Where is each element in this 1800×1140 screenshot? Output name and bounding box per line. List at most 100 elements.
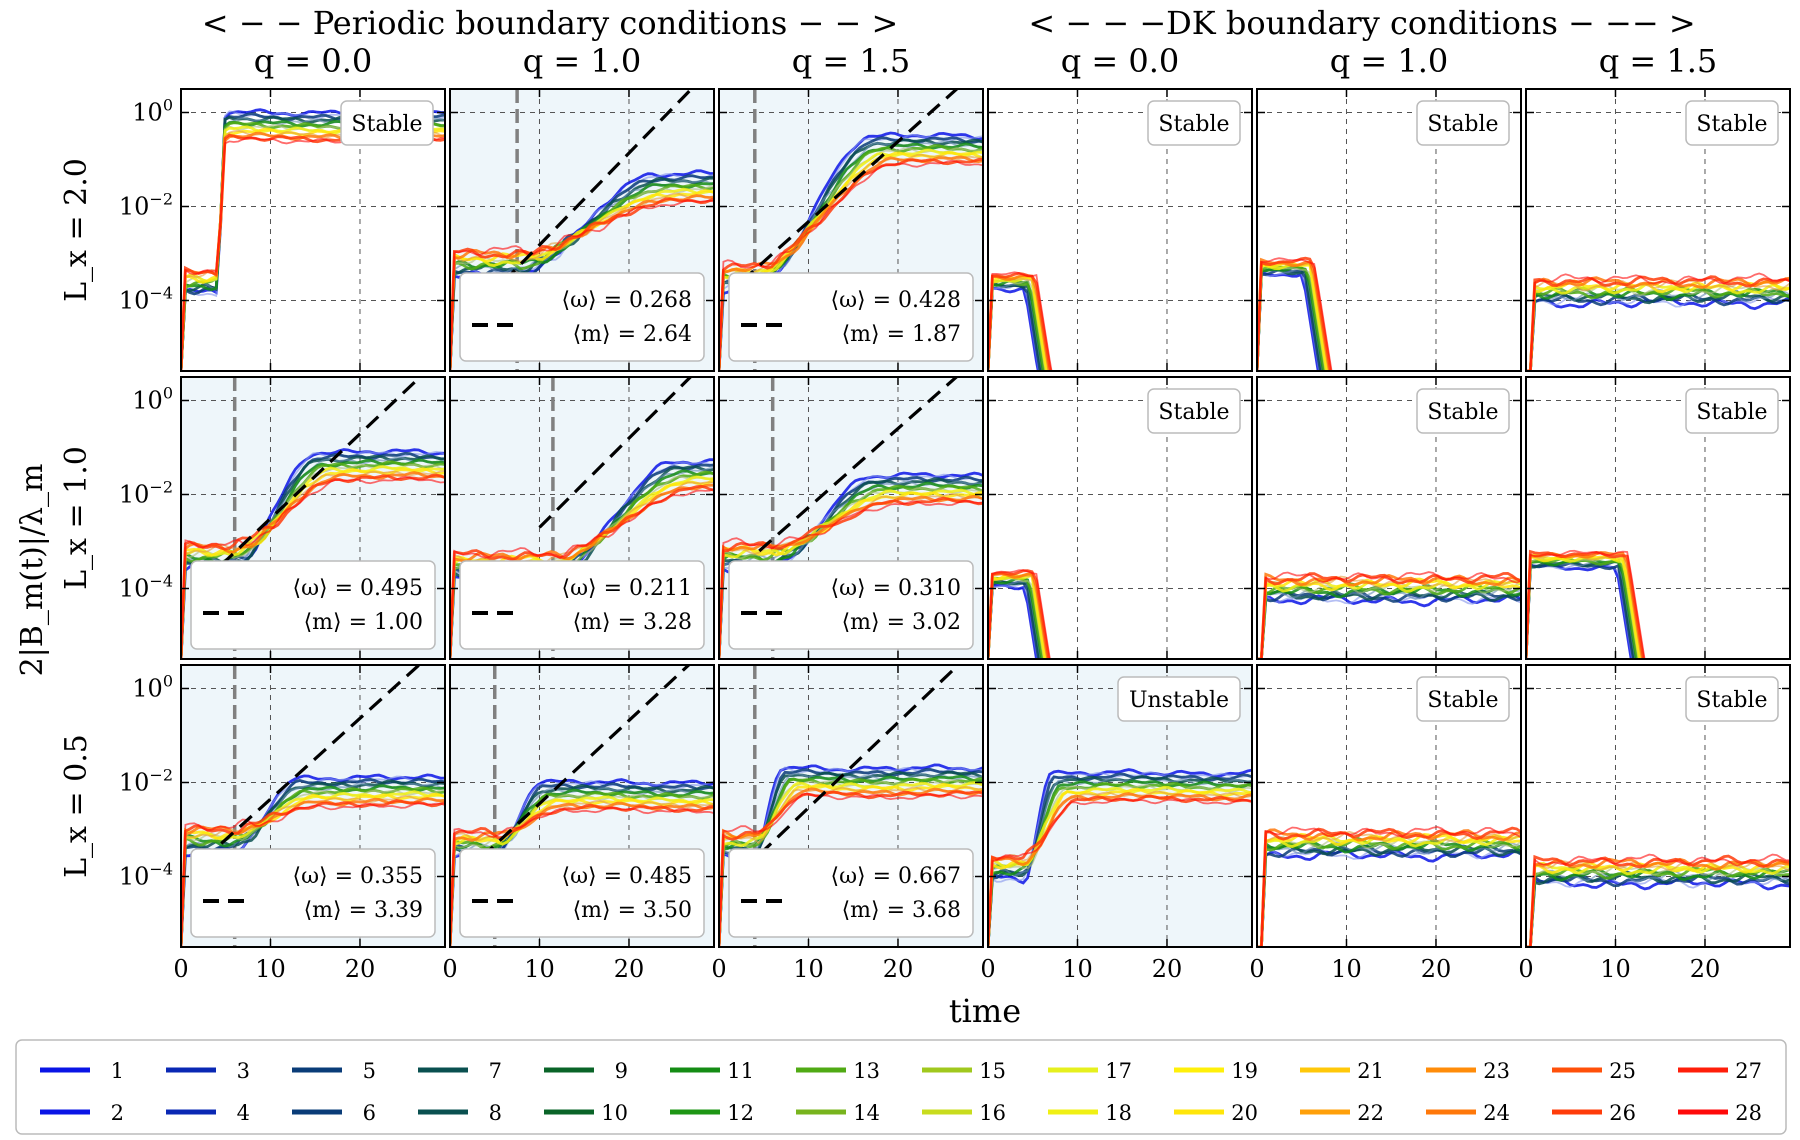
series-line <box>181 799 445 947</box>
status-box <box>1147 388 1241 434</box>
y-tick-label: 10−2 <box>119 190 173 221</box>
legend-entry: 11 <box>727 1059 754 1083</box>
legend-entry: 15 <box>979 1059 1006 1083</box>
panel-frame <box>1525 88 1791 372</box>
panel-frame <box>449 88 715 372</box>
panel: 0 10 20 Stable <box>1518 664 1791 983</box>
legend-entry: 19 <box>1231 1059 1258 1083</box>
y-tick-label: 10−2 <box>119 766 173 797</box>
series-line <box>1526 859 1790 947</box>
x-tick-label: 10 <box>793 955 824 983</box>
status-label: Stable <box>1696 688 1767 713</box>
panel: Stable <box>1525 376 1791 660</box>
row-label: L_x = 0.5 <box>59 734 94 878</box>
panel-frame <box>987 376 1253 660</box>
panel: ⟨ω⟩ = 0.428 ⟨m⟩ = 1.87 <box>718 88 984 372</box>
x-tick-label: 0 <box>1249 955 1264 983</box>
panel: 100 10−2 10−4 ⟨ω⟩ = 0.495 ⟨m⟩ = 1.00 <box>119 376 446 660</box>
status-label: Stable <box>1696 400 1767 425</box>
series-line <box>1526 272 1790 371</box>
panel-frame <box>1256 376 1522 660</box>
series-line <box>988 273 1050 371</box>
omega-value: ⟨ω⟩ = 0.428 <box>830 288 961 313</box>
series-line <box>450 806 714 947</box>
status-box <box>1416 676 1510 722</box>
panel: ⟨ω⟩ = 0.211 ⟨m⟩ = 3.28 <box>449 376 715 660</box>
omega-value: ⟨ω⟩ = 0.667 <box>830 864 961 889</box>
series-line <box>1257 571 1521 659</box>
series-line <box>1257 825 1521 947</box>
panel: 0 10 20 Unstable <box>980 664 1253 983</box>
series-line <box>1257 268 1322 371</box>
omega-value: ⟨ω⟩ = 0.268 <box>561 288 692 313</box>
status-box <box>1685 100 1779 146</box>
series-line <box>719 792 983 947</box>
legend-entry: 9 <box>615 1059 628 1083</box>
status-label: Stable <box>1158 400 1229 425</box>
series-line <box>1257 261 1329 371</box>
column-label: q = 1.0 <box>1330 42 1449 80</box>
panel: Stable <box>987 376 1253 660</box>
x-tick-label: 10 <box>524 955 555 983</box>
series-line <box>1526 553 1641 659</box>
series-line <box>181 123 445 371</box>
fit-legend-box <box>728 272 974 362</box>
series-line <box>450 488 714 659</box>
x-tick-label: 0 <box>173 955 188 983</box>
panel: Stable <box>1256 376 1522 660</box>
legend-entry: 5 <box>363 1059 376 1083</box>
m-value: ⟨m⟩ = 2.64 <box>573 322 692 347</box>
panel-frame <box>1525 376 1791 660</box>
series-group <box>450 89 714 371</box>
status-box <box>1416 388 1510 434</box>
fit-legend-box <box>728 848 974 938</box>
panel-frame <box>1256 88 1522 372</box>
fit-legend-box <box>190 848 436 938</box>
column-label: q = 0.0 <box>254 42 373 80</box>
x-tick-label: 20 <box>1152 955 1183 983</box>
series-line <box>1526 563 1633 659</box>
panel: Stable <box>1256 88 1522 372</box>
series-group <box>1526 549 1646 659</box>
legend-entry: 20 <box>1231 1101 1258 1125</box>
series-line <box>988 569 1052 659</box>
status-label: Stable <box>1427 112 1498 137</box>
panel-frame <box>718 88 984 372</box>
panel: 0 10 20 Stable <box>1249 664 1522 983</box>
panel: ⟨ω⟩ = 0.310 ⟨m⟩ = 3.02 <box>718 376 984 660</box>
series-line <box>450 199 714 371</box>
series-line <box>1257 263 1327 371</box>
y-tick-label: 10−4 <box>119 284 173 315</box>
row-label: L_x = 1.0 <box>59 446 94 590</box>
fit-legend-box <box>459 272 705 362</box>
series-line <box>181 136 445 371</box>
series-line <box>1526 275 1790 371</box>
series-line <box>1526 562 1634 659</box>
x-tick-label: 0 <box>980 955 995 983</box>
m-value: ⟨m⟩ = 3.28 <box>573 610 692 635</box>
legend-entry: 16 <box>979 1101 1006 1125</box>
series-line <box>1526 553 1643 659</box>
trend-line <box>740 665 961 873</box>
x-tick-label: 10 <box>1600 955 1631 983</box>
series-line <box>1257 260 1330 371</box>
series-line <box>719 496 983 659</box>
fit-legend-box <box>190 560 436 650</box>
series-line <box>181 473 445 659</box>
fit-legend-box <box>459 848 705 938</box>
x-tick-label: 20 <box>345 955 376 983</box>
column-label: q = 1.0 <box>523 42 642 80</box>
m-value: ⟨m⟩ = 3.68 <box>842 898 961 923</box>
series-line <box>1526 556 1640 659</box>
x-tick-label: 0 <box>1518 955 1533 983</box>
legend-entry: 14 <box>853 1101 880 1125</box>
status-label: Stable <box>351 112 422 137</box>
series-line <box>719 159 983 371</box>
series-line <box>1257 848 1521 947</box>
panel: 100 10−2 10−4 0 10 20 ⟨ω⟩ = 0.355 ⟨m⟩ = 3.39 <box>119 664 446 983</box>
panel: 100 10−2 10−4 Stable <box>119 88 446 372</box>
series-line <box>1257 271 1321 371</box>
periodic-header: < − − Periodic boundary conditions − − > <box>202 4 899 42</box>
status-box <box>1416 100 1510 146</box>
series-line <box>1526 558 1637 659</box>
